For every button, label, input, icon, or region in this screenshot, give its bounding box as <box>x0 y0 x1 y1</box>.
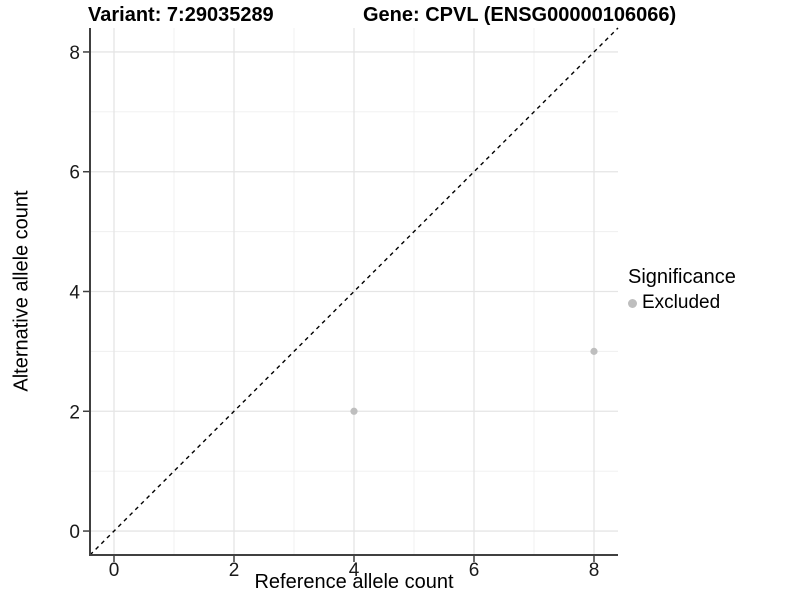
legend-title: Significance <box>628 266 736 288</box>
legend-item-label: Excluded <box>642 292 721 313</box>
x-axis-title: Reference allele count <box>254 571 454 593</box>
y-tick-label: 2 <box>69 402 80 423</box>
x-tick-label: 4 <box>349 560 360 581</box>
x-tick-label: 8 <box>589 560 600 581</box>
legend: Significance Excluded <box>628 266 736 314</box>
legend-item-excluded: Excluded <box>628 292 736 314</box>
y-tick-label: 6 <box>69 163 80 184</box>
y-tick-label: 0 <box>69 522 80 543</box>
y-tick-label: 8 <box>69 43 80 64</box>
legend-point-swatch <box>628 298 637 308</box>
y-axis-title: Alternative allele count <box>10 190 33 392</box>
x-tick-label: 0 <box>109 560 120 581</box>
x-tick-label: 2 <box>229 560 240 581</box>
plot-title-gene: Gene: CPVL (ENSG00000106066) <box>363 4 677 26</box>
plot-title-variant: Variant: 7:29035289 <box>88 4 274 26</box>
data-point <box>350 407 358 415</box>
data-point <box>590 347 598 355</box>
y-tick-label: 4 <box>69 283 80 304</box>
x-tick-label: 6 <box>469 560 480 581</box>
